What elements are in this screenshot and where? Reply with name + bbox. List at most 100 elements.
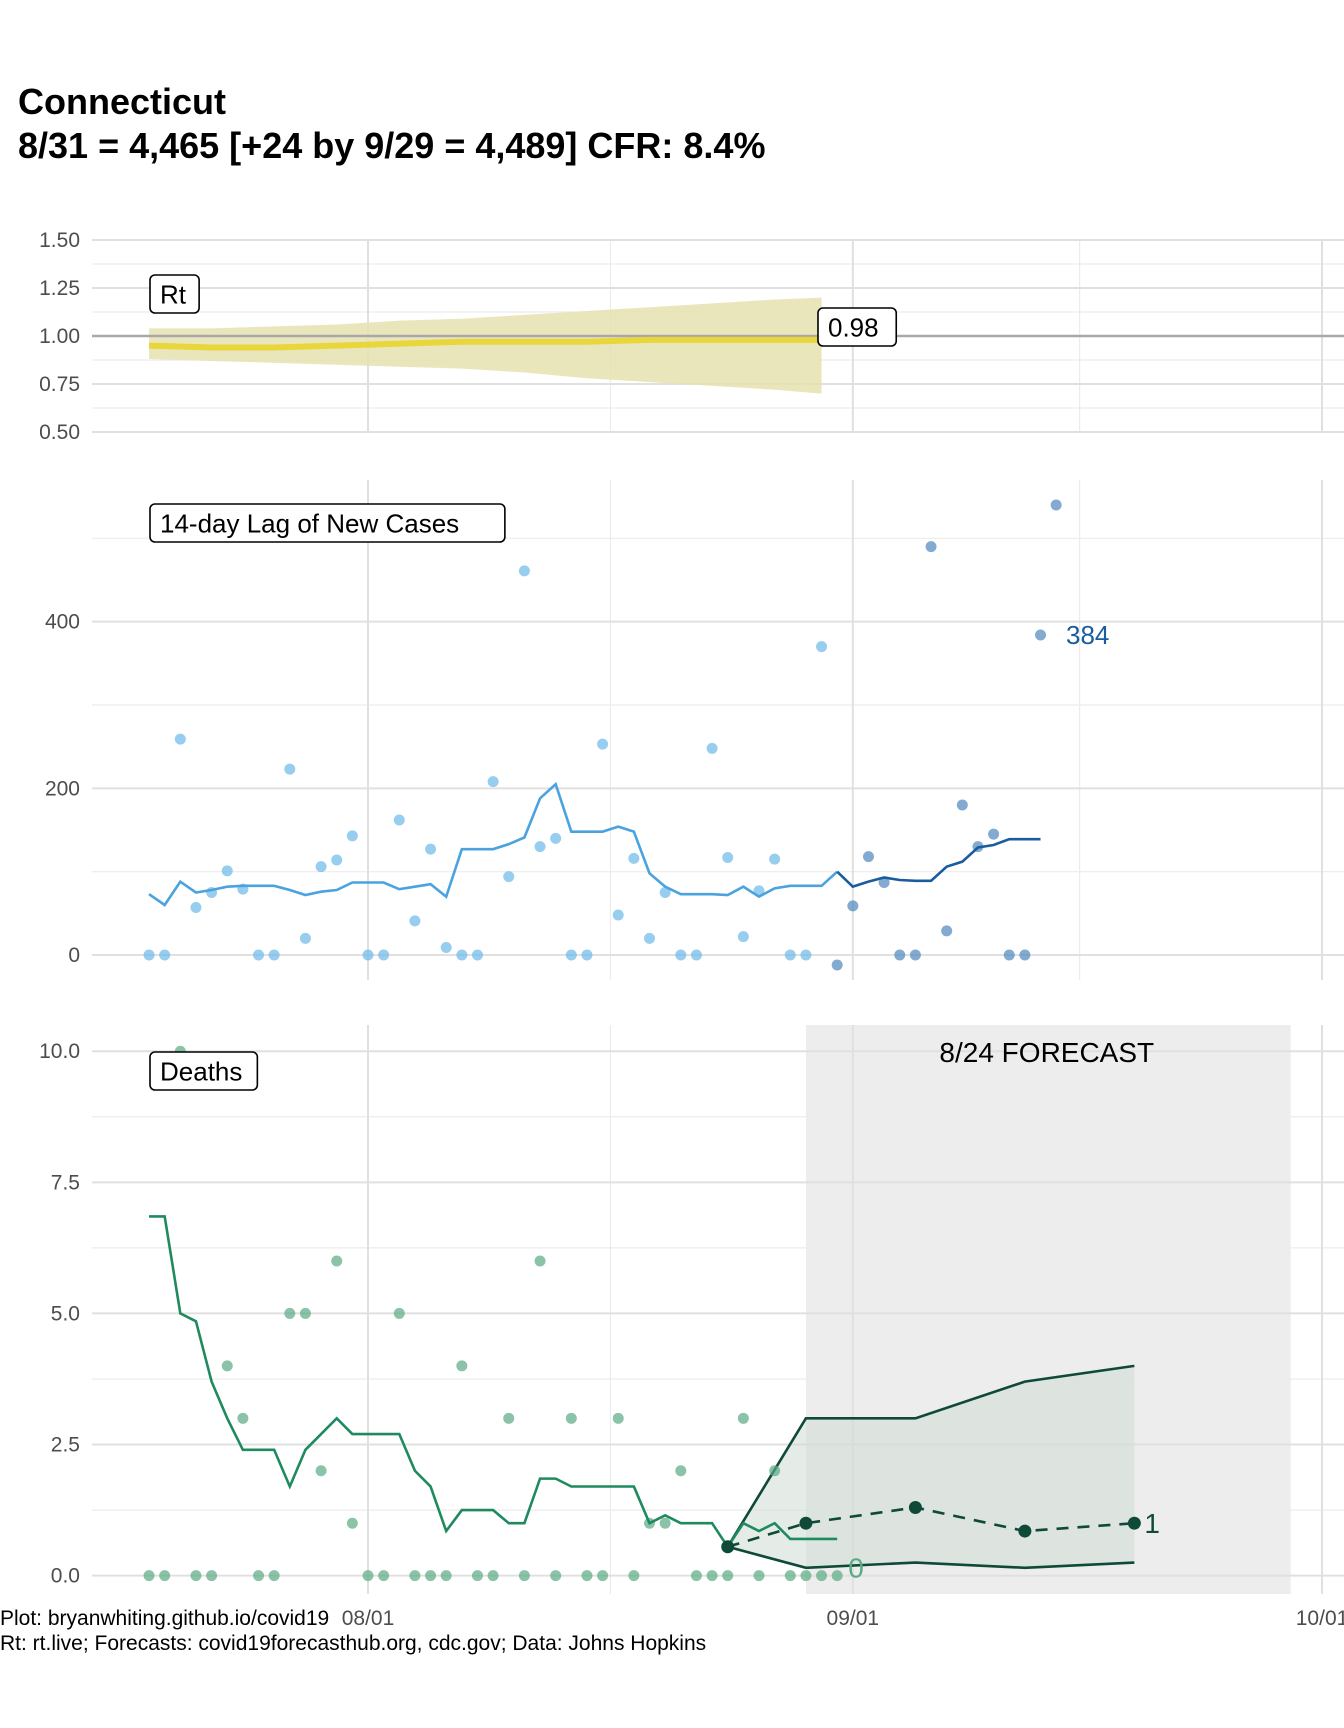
case-point: [628, 852, 640, 864]
death-point: [706, 1570, 718, 1582]
death-point: [816, 1570, 828, 1582]
case-point: [221, 865, 233, 877]
cases-panel: 0 200 400 14-day Lag of New Cases 384: [45, 480, 1344, 980]
death-point: [753, 1570, 765, 1582]
death-point: [362, 1570, 374, 1582]
case-point: [299, 932, 311, 944]
forecast-upper-line: [726, 1364, 1135, 1548]
deaths-trend-line: [149, 1215, 838, 1550]
case-point: [362, 949, 374, 961]
death-point: [425, 1570, 437, 1582]
case-point: [565, 949, 577, 961]
deaths-low-label: 0: [848, 1553, 864, 1584]
death-point: [518, 1570, 530, 1582]
case-point: [784, 949, 796, 961]
x-tick-label: 08/01: [342, 1607, 395, 1630]
death-point: [471, 1570, 483, 1582]
case-point: [722, 852, 734, 863]
case-point: [190, 902, 202, 913]
death-point: [581, 1570, 593, 1582]
death-point: [565, 1412, 577, 1424]
case-point: [315, 861, 327, 873]
case-point: [659, 887, 671, 898]
death-point: [268, 1570, 280, 1582]
case-point: [909, 949, 921, 961]
case-point: [737, 931, 749, 943]
death-point: [440, 1570, 452, 1582]
death-point: [331, 1255, 343, 1267]
case-point: [581, 949, 593, 961]
death-point: [487, 1570, 499, 1582]
caption-line-1: Plot: bryanwhiting.github.io/covid19: [0, 1607, 330, 1630]
case-point: [941, 925, 953, 937]
cases-panel-label-box: [149, 503, 506, 543]
cases-trend-line: [148, 781, 839, 907]
death-point: [831, 1570, 843, 1582]
case-point: [644, 932, 656, 944]
death-point: [503, 1412, 515, 1424]
death-point: [253, 1570, 265, 1582]
y-tick-label: 1.00: [39, 325, 80, 348]
death-point: [550, 1570, 562, 1582]
rt-end-label-box: [817, 307, 898, 347]
case-point: [847, 900, 859, 912]
forecast-lower-line: [727, 1545, 1135, 1570]
cases-trend-line-recent: [836, 837, 1041, 889]
forecast-end-label: 1: [1144, 1508, 1160, 1539]
death-point: [722, 1570, 734, 1582]
cases-panel-label: 14-day Lag of New Cases: [160, 508, 459, 538]
case-point: [800, 949, 812, 961]
chart-title-block: Connecticut 8/31 = 4,465 [+24 by 9/29 = …: [18, 80, 765, 168]
death-point: [784, 1570, 796, 1582]
rt-end-label: 0.98: [828, 312, 879, 342]
y-tick-label: 1.25: [39, 277, 80, 300]
case-point: [378, 949, 390, 961]
death-point: [612, 1412, 624, 1424]
death-point: [534, 1255, 546, 1267]
case-point: [878, 877, 890, 888]
death-point: [190, 1570, 202, 1582]
death-point: [143, 1570, 155, 1582]
death-point: [800, 1570, 812, 1582]
case-point: [456, 949, 468, 961]
case-point: [690, 949, 702, 961]
death-point: [315, 1465, 327, 1477]
death-point: [221, 1360, 233, 1372]
case-point: [253, 949, 265, 961]
forecast-point: [1018, 1524, 1032, 1538]
case-point: [425, 843, 437, 855]
death-point: [206, 1570, 218, 1582]
case-point: [550, 832, 562, 844]
case-point: [487, 776, 499, 788]
case-point: [534, 841, 546, 853]
death-point: [659, 1517, 671, 1529]
death-point: [237, 1412, 249, 1424]
deaths-panel: 0.0 2.5 5.0 7.5 10.0 8/24 FORECAST 1 0 Deaths 08/…: [39, 1025, 1344, 1630]
case-point: [1050, 499, 1062, 511]
y-tick-label: 7.5: [51, 1171, 80, 1194]
case-point: [159, 949, 171, 961]
case-point: [503, 871, 515, 883]
death-point: [456, 1360, 468, 1372]
case-point: [956, 799, 968, 811]
death-point: [769, 1465, 781, 1477]
case-point: [471, 949, 483, 961]
y-tick-label: 0.50: [39, 421, 80, 444]
y-tick-label: 10.0: [39, 1040, 80, 1063]
caption: Plot: bryanwhiting.github.io/covid19 Rt:…: [0, 1606, 706, 1656]
cases-end-label: 384: [1066, 620, 1109, 650]
death-point: [299, 1307, 311, 1319]
forecast-ribbon: [727, 1365, 1135, 1568]
death-point: [393, 1307, 405, 1319]
case-point: [331, 854, 343, 866]
deaths-panel-label-box: [149, 1051, 259, 1091]
y-tick-label: 5.0: [51, 1302, 80, 1325]
chart-subtitle: 8/31 = 4,465 [+24 by 9/29 = 4,489] CFR: …: [18, 125, 766, 166]
forecast-point: [799, 1516, 813, 1530]
death-point: [675, 1465, 687, 1477]
case-point: [925, 541, 937, 553]
forecast-annotation: 8/24 FORECAST: [939, 1037, 1154, 1068]
case-point: [143, 949, 155, 961]
caption-line-2: Rt: rt.live; Forecasts: covid19forecasth…: [0, 1632, 707, 1655]
